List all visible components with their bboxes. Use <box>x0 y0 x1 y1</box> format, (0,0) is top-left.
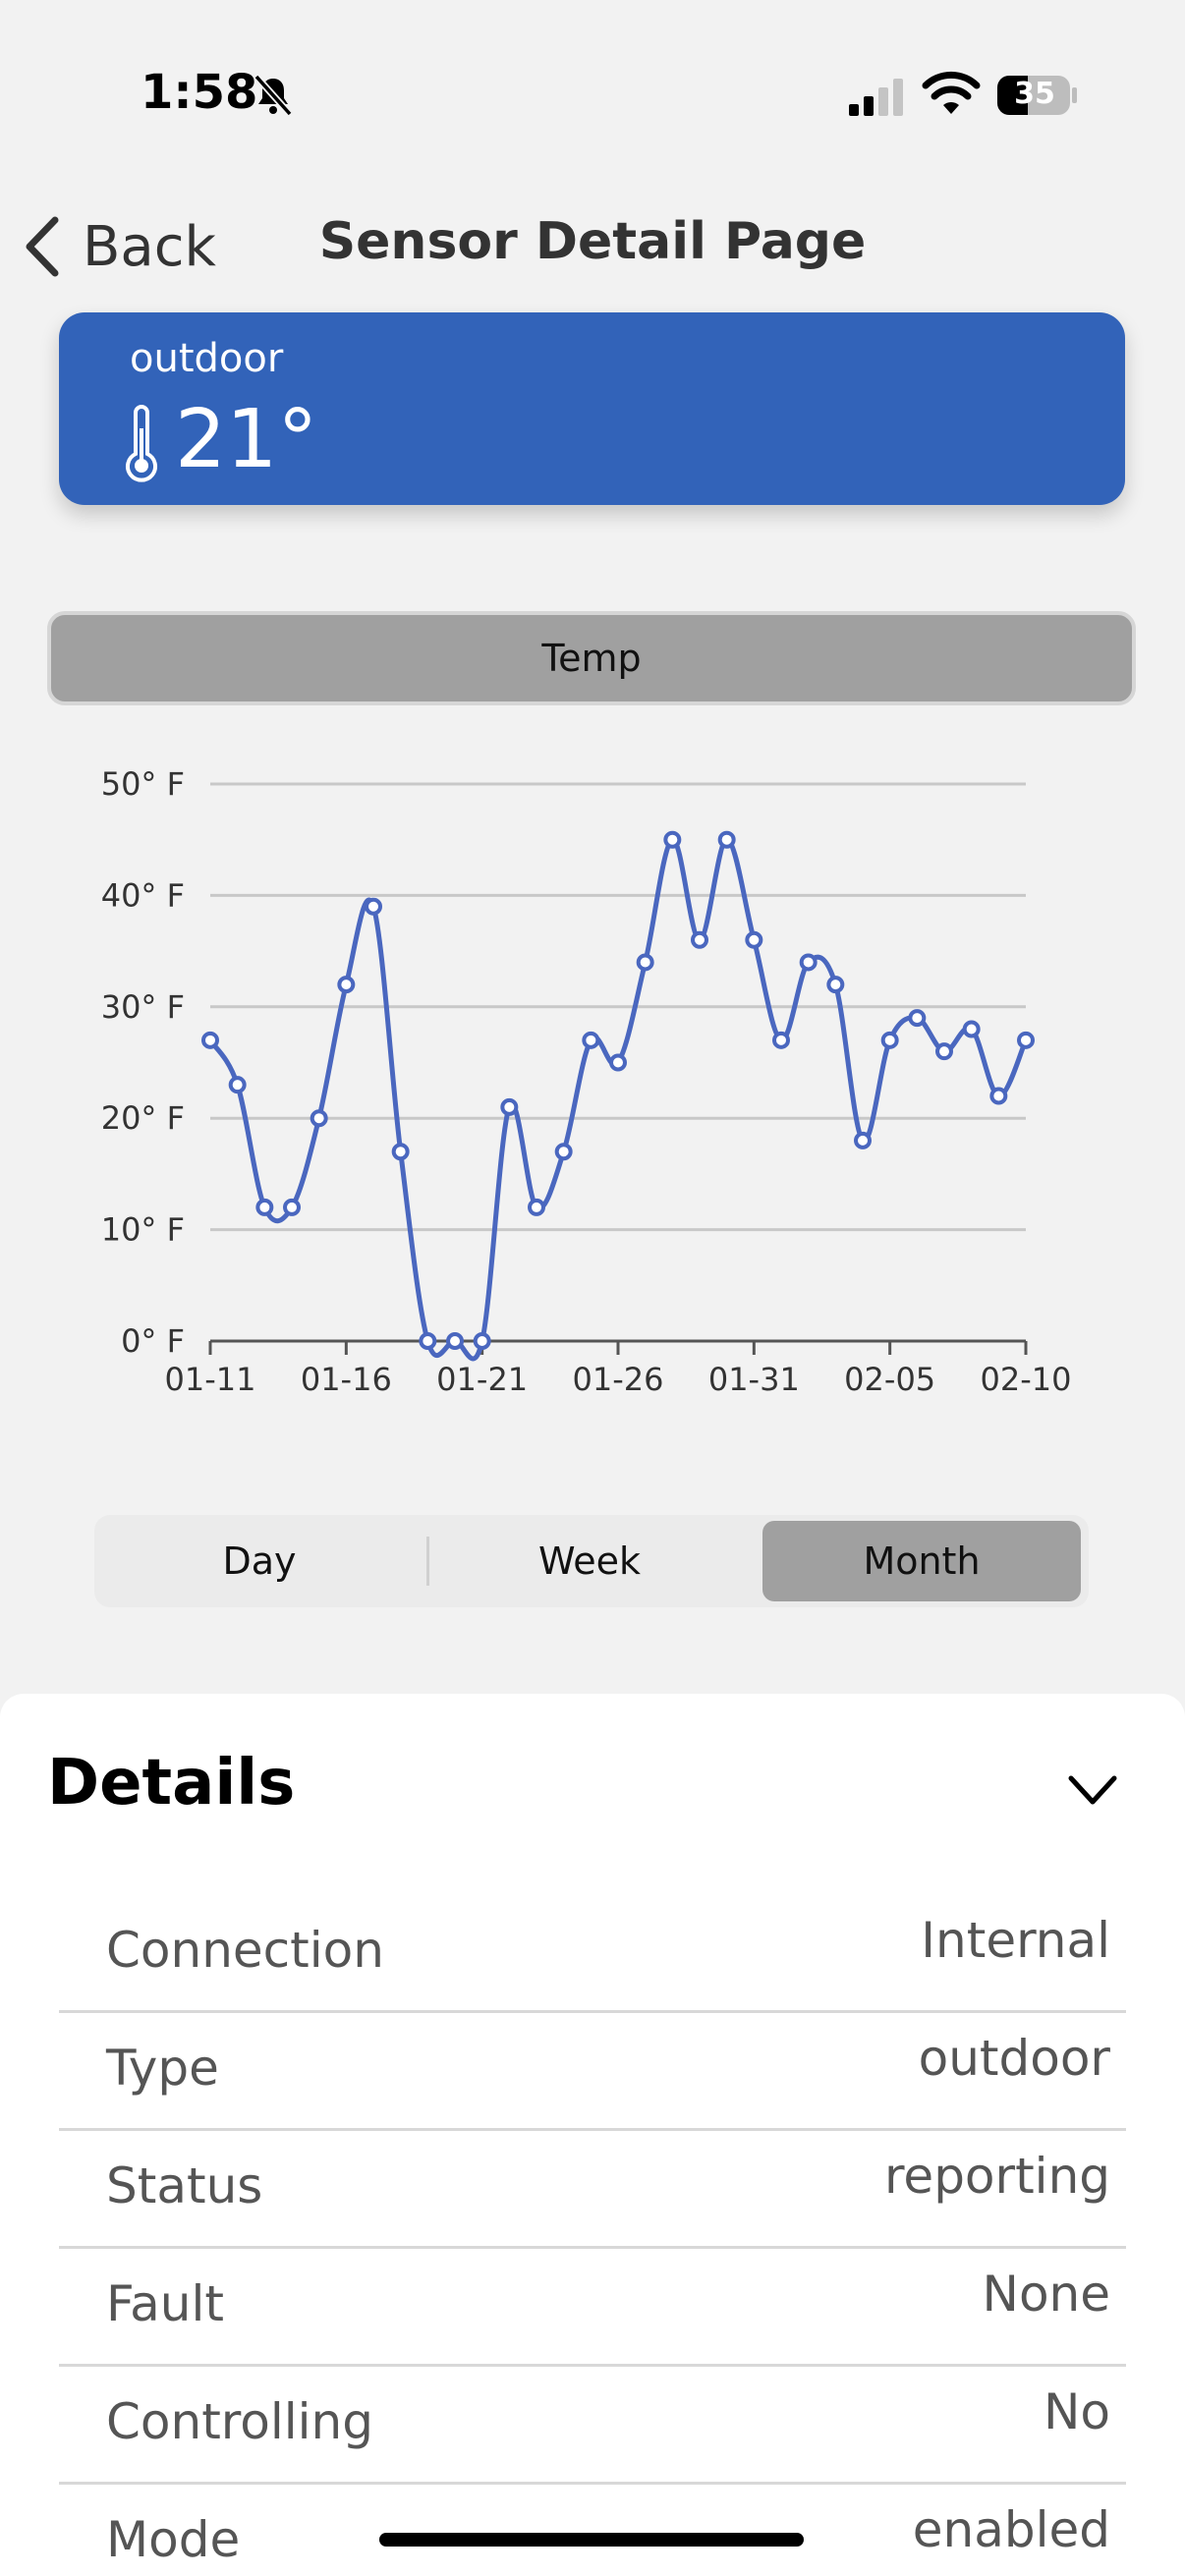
x-tick-label: 01-26 <box>573 1361 664 1398</box>
detail-label: Controlling <box>106 2393 373 2450</box>
detail-label: Fault <box>106 2275 224 2332</box>
x-tick-label: 02-10 <box>981 1361 1072 1398</box>
wifi-icon <box>922 71 981 114</box>
x-tick-label: 01-21 <box>436 1361 528 1398</box>
data-point <box>772 1031 790 1049</box>
detail-label: Mode <box>106 2511 241 2568</box>
detail-value: reporting <box>883 2148 1110 2205</box>
data-point <box>609 1053 627 1072</box>
data-point <box>391 1143 410 1161</box>
detail-value: enabled <box>912 2501 1110 2558</box>
data-point <box>663 830 682 849</box>
data-point <box>582 1031 600 1049</box>
chevron-down-icon[interactable] <box>1067 1772 1118 1808</box>
x-tick-label: 01-31 <box>708 1361 800 1398</box>
detail-value: Internal <box>921 1912 1110 1969</box>
x-tick-label: 01-16 <box>301 1361 392 1398</box>
data-point <box>908 1009 927 1028</box>
sensor-temperature: 21° <box>175 393 318 486</box>
data-point <box>500 1097 519 1116</box>
data-point <box>691 930 708 949</box>
temp-metric-button[interactable]: Temp <box>47 611 1136 705</box>
data-point <box>745 930 763 949</box>
detail-value: No <box>1044 2383 1110 2440</box>
home-indicator <box>379 2533 804 2547</box>
detail-row-fault: Fault None <box>59 2246 1126 2367</box>
data-point <box>880 1031 899 1049</box>
thermometer-icon <box>126 405 157 482</box>
detail-label: Type <box>106 2040 219 2097</box>
y-tick-label: 40° F <box>101 876 185 914</box>
detail-label: Connection <box>106 1922 384 1979</box>
detail-row-controlling: Controlling No <box>59 2364 1126 2485</box>
data-point <box>636 953 654 972</box>
y-tick-label: 50° F <box>101 765 185 803</box>
data-point <box>255 1198 274 1216</box>
data-point <box>528 1198 545 1216</box>
data-point <box>419 1332 437 1350</box>
details-panel: Details Connection Internal Type outdoor… <box>0 1694 1185 2576</box>
data-point <box>989 1087 1008 1105</box>
segment-divider <box>426 1537 429 1586</box>
data-point <box>554 1143 573 1161</box>
series-line <box>207 837 1029 1362</box>
temperature-line-chart: 0° F 10° F 20° F 30° F 40° F 50° F 01-11 01-16 0… <box>101 765 1072 1398</box>
x-tick-label: 01-11 <box>165 1361 256 1398</box>
sensor-name: outdoor <box>130 336 284 381</box>
y-tick-label: 20° F <box>101 1099 185 1137</box>
data-point <box>1017 1031 1035 1049</box>
range-selector: Day Week Month <box>94 1515 1089 1607</box>
detail-row-type: Type outdoor <box>59 2010 1126 2131</box>
battery-level: 35 <box>1014 77 1055 111</box>
status-time: 1:58 <box>141 65 258 120</box>
sensor-summary-card: outdoor 21° <box>59 312 1125 505</box>
range-option-week[interactable]: Week <box>537 1540 642 1583</box>
data-point <box>826 976 845 994</box>
range-option-month[interactable]: Month <box>762 1521 1081 1601</box>
detail-row-connection: Connection Internal <box>59 1892 1126 2013</box>
detail-row-mode: Mode enabled <box>59 2482 1126 2576</box>
data-point <box>473 1332 491 1350</box>
cellular-signal-icon <box>849 79 903 116</box>
data-point <box>201 1031 219 1049</box>
page-title: Sensor Detail Page <box>318 212 867 271</box>
data-point <box>228 1076 247 1094</box>
battery-icon <box>997 76 1077 115</box>
data-point <box>337 976 356 994</box>
data-point <box>717 830 736 849</box>
data-point <box>446 1332 464 1350</box>
y-tick-label: 30° F <box>101 988 185 1026</box>
data-point <box>799 953 818 972</box>
details-title: Details <box>47 1747 296 1820</box>
data-point <box>962 1020 981 1038</box>
detail-label: Status <box>106 2157 263 2214</box>
y-tick-label: 0° F <box>121 1322 185 1360</box>
data-point <box>283 1198 301 1216</box>
data-point <box>310 1109 328 1128</box>
x-tick-label: 02-05 <box>844 1361 935 1398</box>
data-point <box>365 897 382 916</box>
data-point <box>935 1042 953 1061</box>
back-label: Back <box>83 214 216 279</box>
back-button[interactable]: Back <box>22 212 216 281</box>
y-tick-label: 10° F <box>101 1211 185 1249</box>
detail-row-status: Status reporting <box>59 2128 1126 2249</box>
detail-value: outdoor <box>918 2030 1110 2087</box>
chevron-left-icon <box>26 216 59 277</box>
detail-value: None <box>982 2266 1110 2323</box>
data-point <box>854 1131 872 1149</box>
bell-slash-icon <box>254 74 293 117</box>
range-option-day[interactable]: Day <box>222 1540 297 1583</box>
